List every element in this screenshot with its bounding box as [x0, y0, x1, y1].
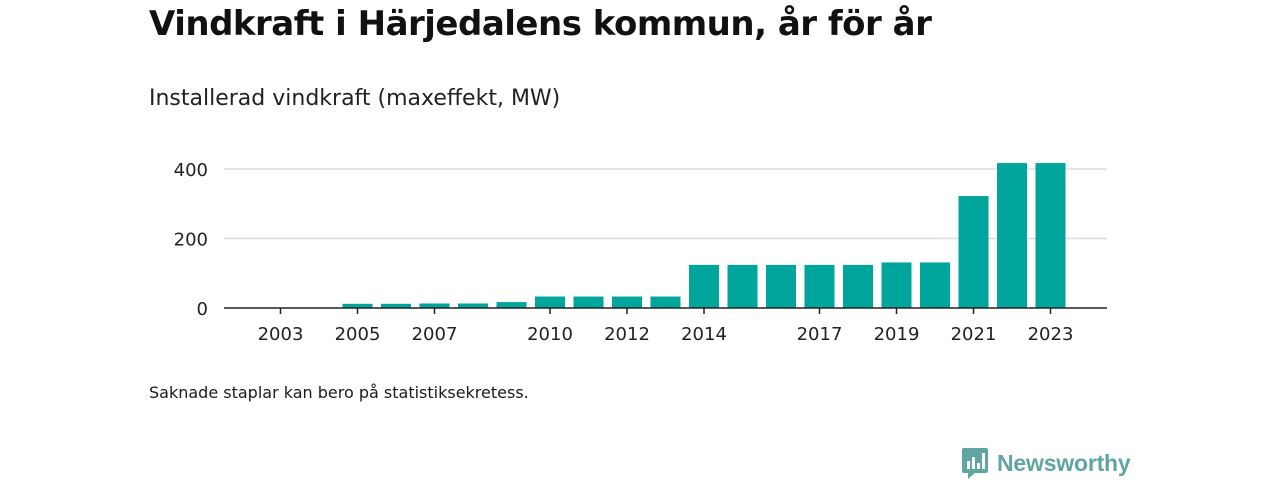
bar-2005: [342, 303, 373, 308]
bar-2023: [1035, 163, 1066, 308]
bar-2021: [958, 196, 989, 308]
bars: [342, 163, 1066, 308]
x-tick-label-2017: 2017: [797, 324, 843, 345]
bar-2010: [535, 296, 565, 308]
bar-2016: [766, 264, 796, 308]
bar-2011: [573, 296, 604, 308]
x-tick-label-2005: 2005: [335, 324, 381, 345]
bar-2022: [997, 163, 1027, 308]
y-tick-label-400: 400: [174, 160, 208, 181]
y-tick-label-0: 0: [197, 299, 208, 320]
bar-2007: [419, 303, 450, 308]
footnote: Saknade staplar kan bero på statistiksek…: [149, 383, 529, 402]
newsworthy-logo-icon: [962, 448, 988, 479]
x-tick-label-2012: 2012: [604, 324, 650, 345]
chart-subtitle: Installerad vindkraft (maxeffekt, MW): [149, 86, 561, 111]
newsworthy-logo-text: Newsworthy: [997, 449, 1131, 476]
x-tick-label-2023: 2023: [1028, 324, 1074, 345]
bar-2015: [727, 264, 758, 308]
bar-2018: [843, 264, 873, 308]
x-tick-label-2019: 2019: [874, 324, 920, 345]
x-tick-label-2021: 2021: [951, 324, 997, 345]
bar-2006: [381, 303, 411, 308]
newsworthy-logo: Newsworthy: [961, 446, 1131, 480]
bar-2009: [496, 302, 527, 308]
x-tick-label-2007: 2007: [412, 324, 458, 345]
x-tick-labels: 2003 2005 2007 2010 2012 2014 2017 2019 2021 2023: [258, 308, 1074, 345]
x-tick-label-2003: 2003: [258, 324, 304, 345]
bar-2014: [689, 264, 719, 308]
y-tick-labels: 0 200 400: [174, 160, 208, 320]
bar-2012: [612, 296, 642, 308]
bar-2017: [804, 264, 835, 308]
x-tick-label-2010: 2010: [527, 324, 573, 345]
y-tick-label-200: 200: [174, 229, 208, 250]
x-tick-label-2014: 2014: [681, 324, 727, 345]
chart-title: Vindkraft i Härjedalens kommun, år för å…: [149, 4, 932, 44]
bar-2019: [881, 262, 912, 308]
bar-2020: [920, 262, 950, 308]
bar-2008: [458, 303, 488, 308]
bar-2013: [650, 296, 681, 308]
